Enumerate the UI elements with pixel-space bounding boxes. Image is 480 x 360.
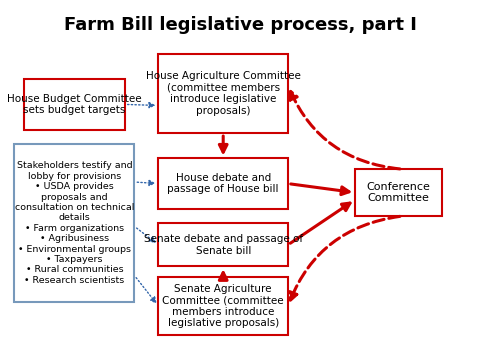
Text: House Agriculture Committee
(committee members
introduce legislative
proposals): House Agriculture Committee (committee m… — [146, 71, 300, 116]
FancyBboxPatch shape — [24, 79, 125, 130]
Text: Senate Agriculture
Committee (committee
members introduce
legislative proposals): Senate Agriculture Committee (committee … — [162, 284, 284, 328]
FancyBboxPatch shape — [14, 144, 134, 302]
FancyBboxPatch shape — [158, 158, 288, 209]
FancyBboxPatch shape — [158, 277, 288, 335]
Text: Stakeholders testify and
lobby for provisions
• USDA provides
proposals and
cons: Stakeholders testify and lobby for provi… — [15, 162, 134, 285]
Text: Farm Bill legislative process, part I: Farm Bill legislative process, part I — [63, 16, 417, 34]
FancyBboxPatch shape — [158, 223, 288, 266]
FancyBboxPatch shape — [355, 169, 442, 216]
Text: House debate and
passage of House bill: House debate and passage of House bill — [168, 173, 279, 194]
FancyBboxPatch shape — [158, 54, 288, 133]
Text: House Budget Committee
sets budget targets: House Budget Committee sets budget targe… — [7, 94, 142, 115]
Text: Senate debate and passage of
Senate bill: Senate debate and passage of Senate bill — [144, 234, 303, 256]
Text: Conference
Committee: Conference Committee — [366, 182, 431, 203]
